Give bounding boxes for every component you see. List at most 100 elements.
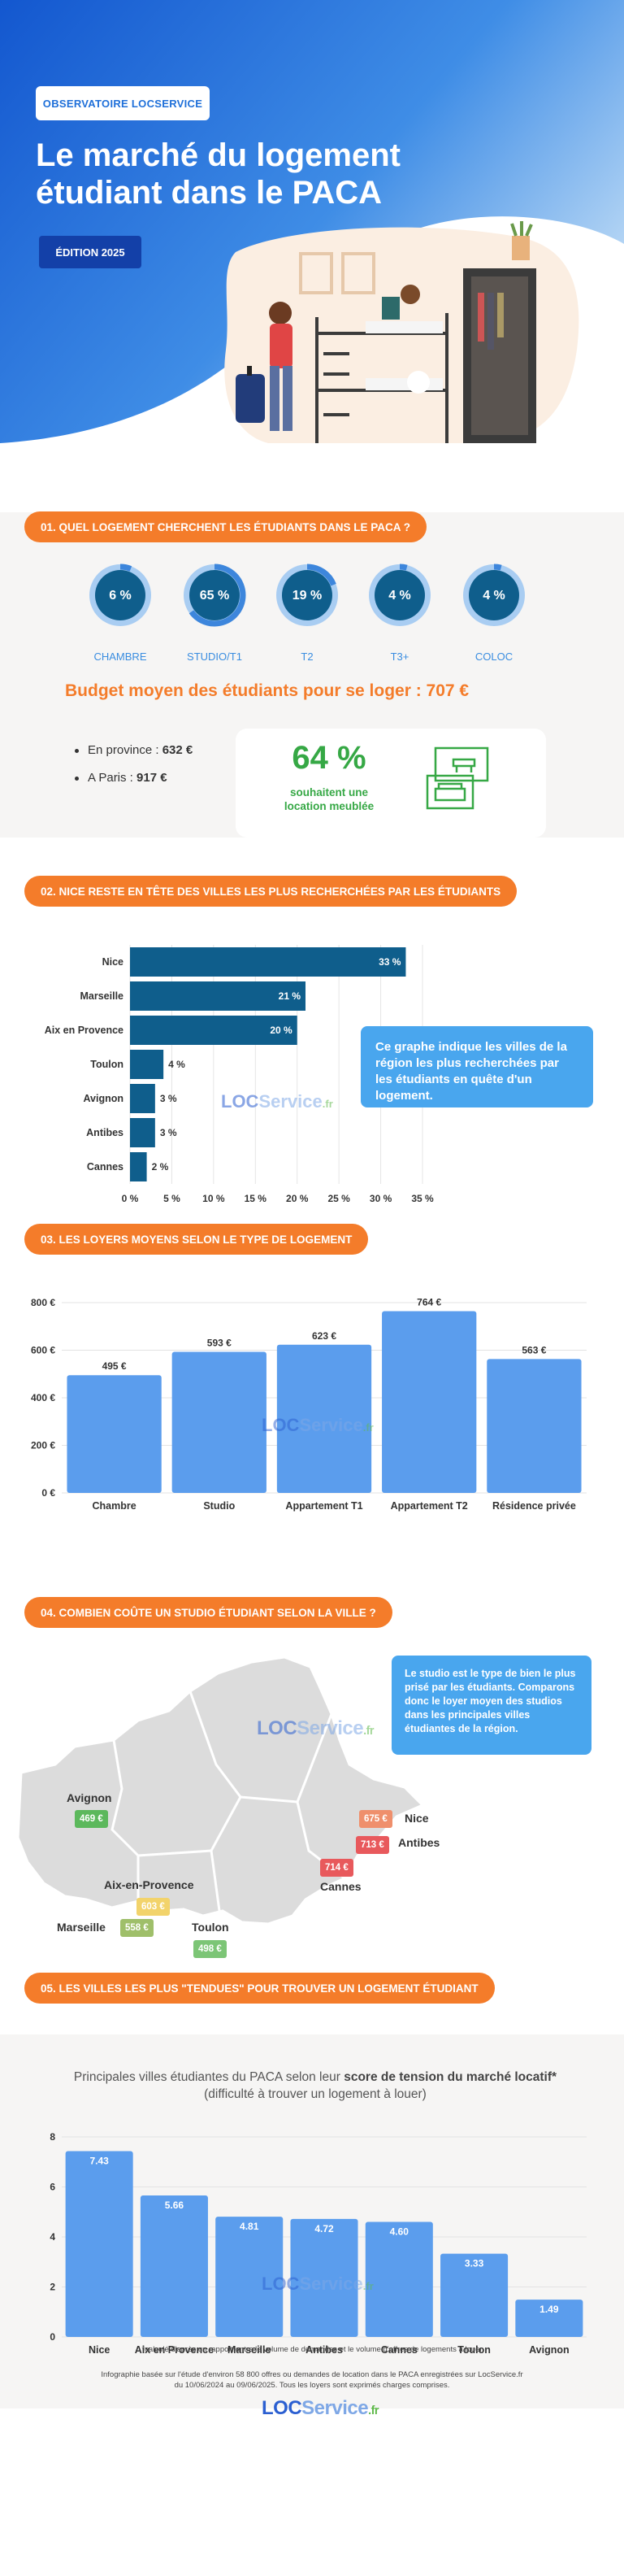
category-label: Marseille bbox=[228, 2344, 271, 2356]
x-tick-label: 5 % bbox=[163, 1193, 180, 1203]
bar bbox=[67, 1375, 162, 1493]
section5-heading: 05. LES VILLES LES PLUS "TENDUES" POUR T… bbox=[24, 1973, 495, 2004]
section1-heading: 01. QUEL LOGEMENT CHERCHENT LES ÉTUDIANT… bbox=[24, 511, 427, 542]
category-label: Antibes bbox=[306, 2344, 343, 2356]
section2-heading: 02. NICE RESTE EN TÊTE DES VILLES LES PL… bbox=[24, 876, 518, 907]
category-label: Cannes bbox=[381, 2344, 418, 2356]
bar bbox=[130, 1084, 155, 1113]
bar bbox=[130, 981, 306, 1011]
brand-label: OBSERVATOIRE LOCSERVICE bbox=[36, 86, 210, 120]
bar-value-label: 593 € bbox=[207, 1338, 232, 1349]
donut-value: 4 % bbox=[483, 589, 505, 603]
x-tick-label: 10 % bbox=[202, 1193, 225, 1203]
category-label: Studio bbox=[203, 1500, 235, 1512]
donut-chambre: 6 % bbox=[89, 564, 152, 627]
city-name: Toulon bbox=[192, 1921, 229, 1934]
budget-title: Budget moyen des étudiants pour se loger… bbox=[65, 681, 470, 700]
category-label: Cannes bbox=[87, 1161, 124, 1173]
category-label: Avignon bbox=[83, 1093, 124, 1104]
bar bbox=[515, 2300, 583, 2337]
search-share-chart: 0 % 5 % 10 % 15 % 20 % 25 % 30 % 35 % Nice 33 % Ma… bbox=[45, 945, 434, 1203]
budget-list: En province : 632 € A Paris : 917 € bbox=[74, 737, 193, 792]
furnished-card bbox=[236, 729, 546, 838]
donut-arc bbox=[183, 564, 246, 627]
bar bbox=[130, 1016, 297, 1045]
furniture-icon bbox=[426, 746, 489, 810]
furnished-percent: 64 % bbox=[292, 740, 366, 776]
donut-t3-: 4 % bbox=[368, 564, 431, 627]
y-tick-label: 6 bbox=[50, 2182, 55, 2193]
city-price-tag: 603 € bbox=[136, 1898, 170, 1916]
watermark-logo: LOCService.fr bbox=[257, 1717, 374, 1739]
x-tick-label: 30 % bbox=[370, 1193, 392, 1203]
y-tick-label: 200 € bbox=[31, 1440, 55, 1451]
watermark-logo: LOCService.fr bbox=[221, 1091, 333, 1112]
city-price-tag: 675 € bbox=[359, 1810, 392, 1828]
bar-value-label: 21 % bbox=[279, 990, 301, 1002]
bar-value-label: 4.81 bbox=[240, 2221, 259, 2232]
bar-value-label: 3 % bbox=[160, 1093, 177, 1104]
city-price-tag: 498 € bbox=[193, 1940, 227, 1958]
bar-value-label: 7.43 bbox=[89, 2156, 109, 2167]
bar bbox=[440, 2253, 509, 2337]
y-tick-label: 400 € bbox=[31, 1392, 55, 1403]
bar bbox=[290, 2218, 358, 2337]
x-tick-label: 20 % bbox=[286, 1193, 309, 1203]
city-name: Nice bbox=[405, 1812, 429, 1825]
donut-t2: 19 % bbox=[275, 564, 339, 627]
watermark-logo: LOCService.fr bbox=[262, 2274, 374, 2294]
edition-badge: ÉDITION 2025 bbox=[39, 236, 141, 268]
category-label: Aix en Provence bbox=[135, 2344, 214, 2356]
bar-value-label: 495 € bbox=[102, 1360, 127, 1372]
donut-arc bbox=[275, 564, 339, 627]
x-tick-label: 15 % bbox=[245, 1193, 267, 1203]
y-tick-label: 0 € bbox=[41, 1487, 55, 1499]
bar bbox=[487, 1359, 582, 1493]
bar bbox=[130, 1152, 147, 1181]
footer-logo: LOCService.fr bbox=[262, 2397, 379, 2419]
city-name: Marseille bbox=[57, 1921, 106, 1934]
city-name: Antibes bbox=[398, 1836, 440, 1849]
city-price-tag: 714 € bbox=[320, 1859, 353, 1877]
map-tooltip: Le studio est le type de bien le plus pr… bbox=[392, 1656, 592, 1755]
donut-label: COLOC bbox=[474, 651, 514, 663]
bar-value-label: 4.60 bbox=[390, 2226, 410, 2238]
section5-subtitle: Principales villes étudiantes du PACA se… bbox=[73, 2070, 557, 2101]
donut-label: T2 bbox=[301, 651, 314, 663]
source-note: Infographie basée sur l'étude d'environ … bbox=[101, 2370, 523, 2390]
bar bbox=[382, 1311, 477, 1493]
hero-header: OBSERVATOIRE LOCSERVICE Le marché du log… bbox=[0, 0, 624, 455]
section3-heading: 03. LES LOYERS MOYENS SELON LE TYPE DE L… bbox=[24, 1224, 369, 1255]
donut-coloc: 4 % bbox=[462, 564, 526, 627]
bar-value-label: 5.66 bbox=[165, 2200, 184, 2211]
chart-tooltip: Ce graphe indique les villes de la régio… bbox=[361, 1026, 593, 1107]
category-label: Résidence privée bbox=[492, 1500, 576, 1512]
x-tick-label: 25 % bbox=[327, 1193, 350, 1203]
city-name: Avignon bbox=[67, 1791, 112, 1804]
y-tick-label: 600 € bbox=[31, 1345, 55, 1356]
bar-value-label: 4 % bbox=[168, 1059, 185, 1070]
donut-arc bbox=[89, 564, 152, 627]
section4-heading: 04. COMBIEN COÛTE UN STUDIO ÉTUDIANT SEL… bbox=[24, 1597, 392, 1628]
donut-label: STUDIO/T1 bbox=[187, 651, 242, 663]
bar bbox=[276, 1344, 372, 1493]
category-label: Appartement T1 bbox=[285, 1500, 362, 1512]
bar-value-label: 20 % bbox=[270, 1025, 292, 1036]
city-name: Cannes bbox=[320, 1880, 362, 1893]
donut-value: 65 % bbox=[200, 589, 229, 603]
bar-value-label: 764 € bbox=[417, 1297, 441, 1308]
donut-value: 4 % bbox=[388, 589, 411, 603]
bar-value-label: 3.33 bbox=[465, 2258, 484, 2269]
category-label: Nice bbox=[102, 956, 124, 968]
bar-value-label: 4.72 bbox=[314, 2223, 334, 2234]
x-tick-label: 0 % bbox=[122, 1193, 139, 1203]
y-tick-label: 800 € bbox=[31, 1297, 55, 1308]
bar-value-label: 2 % bbox=[152, 1161, 169, 1173]
y-tick-label: 8 bbox=[50, 2131, 55, 2143]
category-label: Marseille bbox=[80, 990, 124, 1002]
bar bbox=[130, 947, 406, 977]
watermark-logo: LOCService.fr bbox=[262, 1415, 374, 1435]
furnished-text: souhaitent une location meublée bbox=[284, 786, 375, 812]
x-tick-label: 35 % bbox=[411, 1193, 434, 1203]
category-label: Toulon bbox=[90, 1059, 124, 1070]
